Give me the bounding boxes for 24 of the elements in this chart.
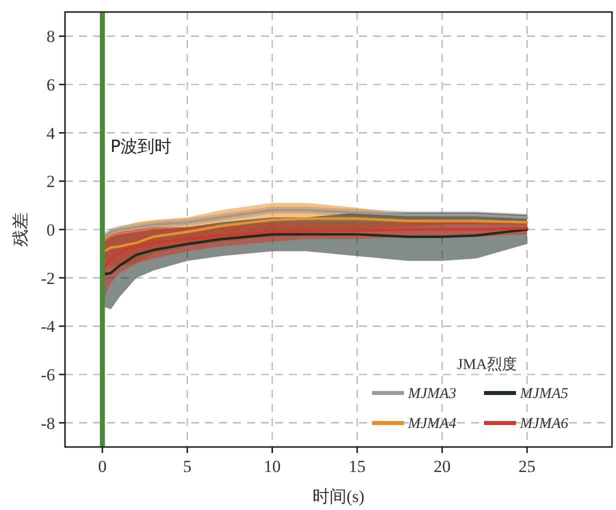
- x-tick-label: 5: [183, 457, 192, 476]
- legend-label: MJMA3: [407, 386, 456, 402]
- legend-label: MJMA6: [519, 416, 569, 432]
- x-tick-label: 0: [98, 457, 107, 476]
- y-tick-label: 2: [46, 172, 55, 192]
- legend-label: MJMA4: [407, 416, 457, 432]
- legend-title: JMA烈度: [456, 356, 518, 373]
- y-tick-label: -4: [40, 317, 56, 336]
- x-tick-label: 20: [434, 457, 451, 476]
- x-tick-label: 25: [518, 457, 536, 476]
- legend-label: MJMA5: [519, 386, 569, 402]
- x-tick-label: 10: [264, 457, 281, 476]
- y-tick-label: 4: [46, 124, 56, 143]
- y-tick-label: 8: [46, 27, 55, 46]
- y-tick-label: 6: [46, 76, 55, 94]
- x-tick-label: 15: [348, 457, 366, 476]
- line-series: [102, 217, 528, 252]
- y-tick-label: -2: [40, 268, 55, 288]
- y-tick-label: -8: [40, 414, 55, 433]
- y-tick-label: 0: [46, 220, 55, 240]
- y-axis-title: 残差: [11, 212, 30, 246]
- y-tick-label: -6: [40, 366, 55, 384]
- x-axis-title: 时间(s): [312, 487, 364, 506]
- ref-line-label: P波到时: [110, 137, 172, 158]
